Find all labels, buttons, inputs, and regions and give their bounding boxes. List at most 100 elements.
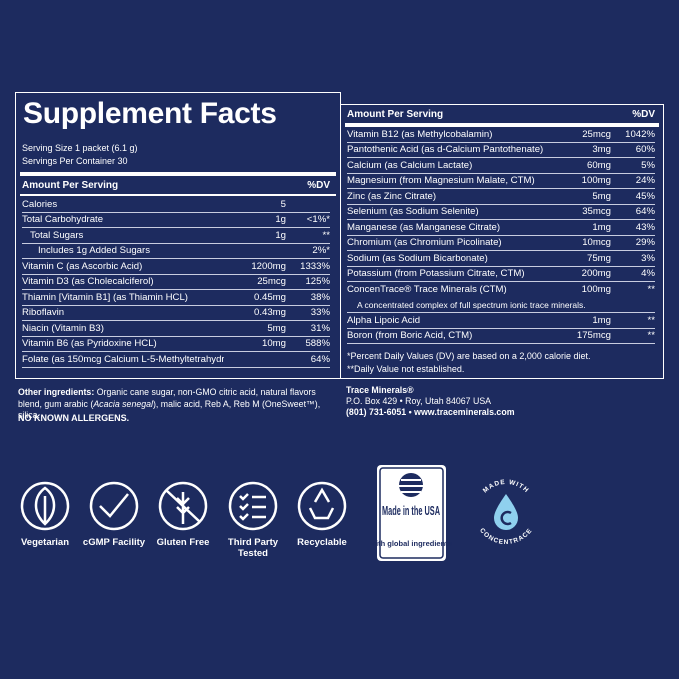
daily-value: 33%	[310, 307, 330, 319]
amount: 5	[280, 198, 286, 210]
amount: 200mg	[581, 268, 611, 280]
footnote: *Percent Daily Values (DV) are based on …	[347, 351, 591, 361]
daily-value: 38%	[310, 291, 330, 303]
recycle	[308, 487, 335, 520]
badge-label: cGMP Facility	[82, 537, 146, 548]
servings: Servings Per Container 30	[22, 156, 128, 166]
amount: 100mg	[581, 284, 611, 296]
daily-value: 4%	[641, 268, 655, 280]
ct-top-text: MADE WITH	[482, 479, 529, 495]
amount: 175mcg	[576, 330, 611, 342]
daily-value: 5%	[641, 159, 655, 171]
daily-value: 31%	[310, 322, 330, 334]
daily-value: 43%	[635, 221, 655, 233]
daily-value: 1333%	[300, 260, 330, 272]
row: Manganese (as Manganese Citrate) 1mg 43%	[347, 220, 655, 236]
badge-icons	[20, 481, 347, 531]
row: Potassium (from Potassium Citrate, CTM) 2…	[347, 267, 655, 282]
right-header: Amount Per Serving %DV	[347, 109, 655, 120]
nutrient-name: Potassium (from Potassium Citrate, CTM)	[347, 268, 525, 280]
nutrient-name: Riboflavin	[22, 307, 65, 319]
daily-value: 24%	[635, 175, 655, 187]
amount: 1200mg	[251, 260, 286, 272]
amount: 0.43mg	[254, 307, 286, 319]
row: Includes 1g Added Sugars 2%*	[22, 244, 330, 259]
usa-subtitle: with global ingredients	[369, 539, 452, 548]
badge-label: Third Party Tested	[227, 537, 279, 559]
daily-value: 64%	[310, 353, 330, 365]
badge-label: Gluten Free	[156, 537, 210, 548]
drop-c	[500, 510, 512, 526]
amount: 0.45mg	[254, 291, 286, 303]
nutrient-name: Calcium (as Calcium Lactate)	[347, 159, 473, 171]
badges: Made in the USA with global ingredients …	[20, 465, 533, 561]
left-header: Amount Per Serving %DV	[22, 180, 330, 191]
nutrient-name: Folate (as 150mcg Calcium L-5-Methyltetr…	[22, 353, 224, 365]
company: Trace Minerals® P.O. Box 429 • Roy, Utah…	[346, 385, 515, 418]
row: Pantothenic Acid (as d-Calcium Pantothen…	[347, 143, 655, 158]
nutrient-name: Calories	[22, 198, 58, 210]
amount: 3mg	[592, 144, 611, 156]
amount: 1mg	[592, 221, 611, 233]
list	[239, 493, 266, 521]
daily-value: 588%	[305, 338, 330, 350]
usa-badge	[377, 465, 446, 561]
nutrient-name: Includes 1g Added Sugars	[38, 245, 151, 257]
thick-rule	[345, 123, 659, 127]
daily-value: 64%	[635, 206, 655, 218]
thick-rule	[20, 172, 336, 176]
nutrient-name: Vitamin D3 (as Cholecalciferol)	[22, 276, 154, 288]
check	[99, 493, 129, 518]
amount: 1g	[275, 214, 286, 226]
serving-size: Serving Size 1 packet (6.1 g)	[22, 143, 138, 153]
daily-value: 1042%	[625, 128, 655, 140]
amount: 5mg	[267, 322, 286, 334]
row: Zinc (as Zinc Citrate) 5mg 45%	[347, 189, 655, 205]
header-amount: Amount Per Serving	[347, 109, 444, 120]
amount: 75mg	[587, 252, 611, 264]
daily-value: <1%*	[306, 214, 330, 226]
note: A concentrated complex of full spectrum …	[357, 299, 586, 310]
daily-value: **	[647, 314, 655, 326]
row: Chromium (as Chromium Picolinate) 10mcg 29…	[347, 236, 655, 251]
row: Vitamin B6 (as Pyridoxine HCL) 10mg 588%	[22, 337, 330, 352]
title: Supplement Facts	[23, 97, 277, 130]
row: Vitamin C (as Ascorbic Acid) 1200mg 1333%	[22, 259, 330, 275]
nutrient-name: Alpha Lipoic Acid	[347, 314, 421, 326]
daily-value: **	[647, 330, 655, 342]
icon-gluten	[158, 481, 208, 531]
ingredients-text: Organic cane sugar, non-GMO citric acid,…	[18, 387, 316, 409]
icon-cgmp	[89, 481, 139, 531]
ingredients-italic: Acacia senegal	[93, 398, 153, 409]
nutrient-name: Total Carbohydrate	[22, 214, 104, 226]
row: Thiamin [Vitamin B1] (as Thiamin HCL) 0.4…	[22, 290, 330, 306]
row: Niacin (Vitamin B3) 5mg 31%	[22, 321, 330, 337]
left-rows: Calories 5 Total Carbohydrate 1g <1%* Total S…	[22, 197, 330, 368]
nutrient-name: Sodium (as Sodium Bicarbonate)	[347, 252, 488, 264]
footnote: **Daily Value not established.	[347, 364, 465, 374]
row: Vitamin B12 (as Methylcobalamin) 25mcg 104…	[347, 127, 655, 143]
icon-vegetarian	[20, 481, 70, 531]
left-panel: Supplement Facts Serving Size 1 packet (…	[15, 92, 341, 379]
row: Total Carbohydrate 1g <1%*	[22, 213, 330, 228]
amount: 10mcg	[582, 237, 611, 249]
nutrient-name: Vitamin C (as Ascorbic Acid)	[22, 260, 143, 272]
amount: 35mcg	[582, 206, 611, 218]
nutrient-name: Magnesium (from Magnesium Malate, CTM)	[347, 175, 535, 187]
daily-value: 3%	[641, 252, 655, 264]
amount: 100mg	[581, 175, 611, 187]
daily-value: 60%	[635, 144, 655, 156]
header-dv: %DV	[632, 109, 655, 120]
badge-label: Vegetarian	[20, 537, 70, 548]
nutrient-name: Manganese (as Manganese Citrate)	[347, 221, 501, 233]
header-amount: Amount Per Serving	[22, 180, 119, 191]
badge-label: Recyclable	[297, 537, 347, 548]
row: Magnesium (from Magnesium Malate, CTM) 10…	[347, 174, 655, 189]
right-panel: Amount Per Serving %DV Vitamin B12 (as M…	[340, 104, 664, 379]
row: Vitamin D3 (as Cholecalciferol) 25mcg 125%	[22, 275, 330, 290]
company-address: P.O. Box 429 • Roy, Utah 84067 USA	[346, 396, 492, 406]
amount: 25mcg	[257, 276, 286, 288]
ingredients-text: ), malic acid, Reb A, Reb M (OneSweet™),…	[18, 398, 321, 421]
company-name: Trace Minerals®	[346, 385, 414, 395]
